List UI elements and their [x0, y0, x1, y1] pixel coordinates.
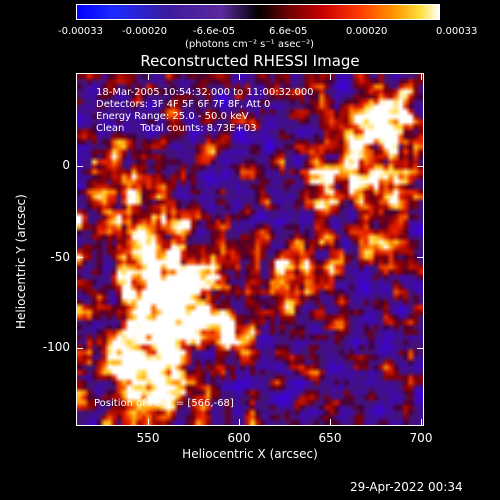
x-tick-label: 700 — [409, 431, 433, 445]
colorbar-tick: -6.6e-05 — [193, 26, 235, 37]
tickmark — [330, 74, 331, 80]
tickmark — [148, 74, 149, 80]
info-time-range: 18-Mar-2005 10:54:32.000 to 11:00:32.000 — [96, 87, 314, 98]
plot-title: Reconstructed RHESSI Image — [140, 52, 360, 70]
info-total-counts: Clean Total counts: 8.73E+03 — [96, 123, 257, 134]
x-tick-label: 650 — [318, 431, 342, 445]
tickmark — [239, 74, 240, 80]
tickmark — [77, 348, 83, 349]
tickmark — [421, 419, 422, 425]
tickmark — [417, 257, 423, 258]
colorbar — [76, 4, 440, 20]
tickmark — [77, 257, 83, 258]
tickmark — [417, 166, 423, 167]
y-tick-label: -50 — [50, 250, 70, 264]
y-tick-label: -100 — [42, 340, 70, 354]
colorbar-tick: -0.00020 — [122, 26, 167, 37]
tickmark — [417, 348, 423, 349]
x-axis-label: Heliocentric X (arcsec) — [182, 447, 318, 461]
x-tick-label: 550 — [136, 431, 160, 445]
info-detectors: Detectors: 3F 4F 5F 6F 7F 8F, Att 0 — [96, 99, 271, 110]
image-plot[interactable] — [76, 73, 424, 426]
peak-position: Position of Peak = [566,-68] — [94, 398, 234, 409]
info-energy-range: Energy Range: 25.0 - 50.0 keV — [96, 111, 249, 122]
colorbar-tick: 0.00020 — [346, 26, 388, 37]
tickmark — [77, 166, 83, 167]
colorbar-tick: 0.00033 — [436, 26, 478, 37]
timestamp: 29-Apr-2022 00:34 — [350, 480, 463, 494]
y-tick-label: 0 — [62, 158, 70, 172]
tickmark — [421, 74, 422, 80]
y-axis-label: Heliocentric Y (arcsec) — [14, 194, 28, 329]
solar-image — [77, 74, 423, 425]
colorbar-tick: 6.6e-05 — [269, 26, 308, 37]
tickmark — [330, 419, 331, 425]
colorbar-unit: (photons cm⁻² s⁻¹ asec⁻²) — [185, 39, 315, 50]
colorbar-tick: -0.00033 — [58, 26, 103, 37]
x-tick-label: 600 — [227, 431, 251, 445]
tickmark — [239, 419, 240, 425]
tickmark — [148, 419, 149, 425]
